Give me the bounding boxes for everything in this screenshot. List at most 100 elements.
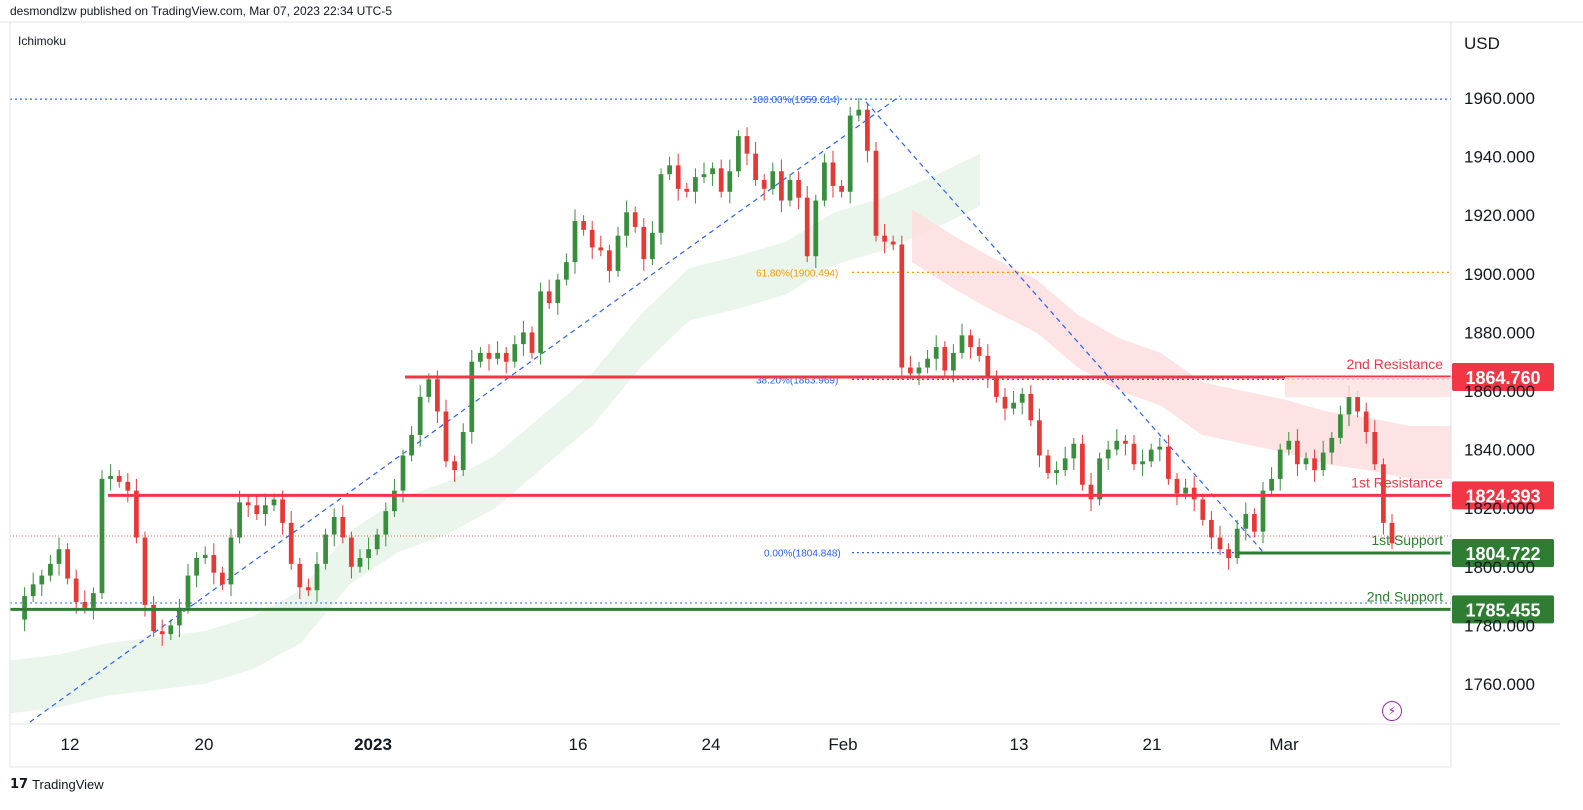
candle-body xyxy=(736,136,741,172)
candle-body xyxy=(469,361,475,433)
candle-body xyxy=(159,631,165,635)
candle-body xyxy=(710,168,715,175)
x-tick-label: Mar xyxy=(1269,735,1299,754)
candle-body xyxy=(142,537,148,605)
candle-body xyxy=(1226,549,1231,559)
candle-body xyxy=(263,505,268,515)
candle-body xyxy=(546,291,552,304)
candle-body xyxy=(409,434,414,456)
candle-body xyxy=(1312,458,1317,471)
x-tick-label: 20 xyxy=(195,735,214,754)
candle-body xyxy=(460,432,466,471)
candle-body xyxy=(538,291,543,353)
price-tag xyxy=(1452,595,1554,624)
candle-body xyxy=(271,499,277,506)
candle-body xyxy=(280,499,285,523)
publish-header: desmondlzw published on TradingView.com,… xyxy=(10,4,392,18)
candle-body xyxy=(899,244,905,368)
candle-body xyxy=(426,379,432,397)
candle-body xyxy=(202,555,208,559)
y-tick-label: 1900.000 xyxy=(1464,265,1535,284)
indicator-label[interactable]: Ichimoku xyxy=(18,34,67,48)
candle-body xyxy=(512,344,518,362)
candle-body xyxy=(194,558,199,576)
candle-body xyxy=(822,162,827,201)
candle-body xyxy=(1157,446,1163,450)
candle-body xyxy=(56,549,62,564)
lightning-icon[interactable]: ⚡ xyxy=(1382,701,1402,721)
candle-body xyxy=(813,200,819,257)
candle-body xyxy=(933,347,939,359)
y-tick-label: 1940.000 xyxy=(1464,148,1535,167)
candle-body xyxy=(254,505,260,515)
candle-body xyxy=(374,534,380,550)
y-tick-label: 1840.000 xyxy=(1464,441,1535,460)
candle-body xyxy=(1381,464,1386,523)
y-tick-label: 1860.000 xyxy=(1464,382,1535,401)
candle-body xyxy=(323,534,328,564)
level-name: 2nd Support xyxy=(1367,588,1443,604)
candle-body xyxy=(125,481,131,491)
candle-body xyxy=(340,516,346,538)
candle-body xyxy=(357,558,363,567)
price-tag xyxy=(1452,538,1554,567)
candle-body xyxy=(211,555,217,573)
candle-body xyxy=(1217,537,1223,550)
candle-body xyxy=(48,563,53,576)
candle-body xyxy=(865,109,870,151)
candle-body xyxy=(1209,519,1214,538)
candle-body xyxy=(443,411,449,462)
candle-body xyxy=(1054,470,1059,474)
candle-body xyxy=(675,165,681,189)
ichimoku-cloud xyxy=(10,153,1451,714)
candle-body xyxy=(908,367,913,374)
candle-body xyxy=(890,241,896,245)
tradingview-logo-icon: 𝟭𝟳 xyxy=(10,776,29,791)
candle-body xyxy=(701,174,707,178)
candle-body xyxy=(529,332,535,353)
candle-body xyxy=(99,478,105,594)
candle-body xyxy=(108,475,113,479)
candle-body xyxy=(1320,452,1326,471)
candle-body xyxy=(1088,484,1094,500)
candle-body xyxy=(942,347,948,371)
candle-body xyxy=(1183,487,1188,494)
candle-body xyxy=(1037,420,1042,456)
candle-body xyxy=(65,549,70,579)
x-tick-label: 21 xyxy=(1143,735,1162,754)
level-name: 1st Support xyxy=(1371,532,1443,548)
candle-body xyxy=(632,212,638,227)
candle-body xyxy=(245,502,251,506)
candle-body xyxy=(994,376,999,397)
candle-body xyxy=(495,352,500,359)
candle-body xyxy=(658,174,664,233)
candle-body xyxy=(331,516,337,535)
y-tick-label: 1960.000 xyxy=(1464,89,1535,108)
candle-body xyxy=(177,607,182,626)
candle-body xyxy=(1071,443,1077,459)
candle-body xyxy=(968,335,973,348)
candle-body xyxy=(1355,396,1360,412)
candle-body xyxy=(804,197,810,257)
candle-body xyxy=(787,180,793,201)
support-resistance-levels: 2nd Resistance 1864.760 1st Resistance 1824… xyxy=(10,356,1554,624)
candle-body xyxy=(1303,458,1309,465)
candle-body xyxy=(581,221,586,230)
candle-body xyxy=(779,171,784,201)
candle-body xyxy=(624,212,629,236)
x-tick-label: 12 xyxy=(61,735,80,754)
footer: 𝟭𝟳 TradingView xyxy=(10,776,104,792)
candle-body xyxy=(667,165,672,175)
candle-body xyxy=(1019,393,1025,403)
candle-body xyxy=(830,162,836,186)
candle-body xyxy=(1252,514,1257,532)
candle-body xyxy=(1269,478,1274,491)
price-tag-label: 1785.455 xyxy=(1465,600,1540,620)
candle-body xyxy=(1080,443,1085,485)
candle-body xyxy=(598,247,604,251)
candle-body xyxy=(641,226,647,260)
candle-body xyxy=(1329,437,1335,453)
candle-body xyxy=(1131,443,1137,465)
candle-body xyxy=(220,572,225,585)
